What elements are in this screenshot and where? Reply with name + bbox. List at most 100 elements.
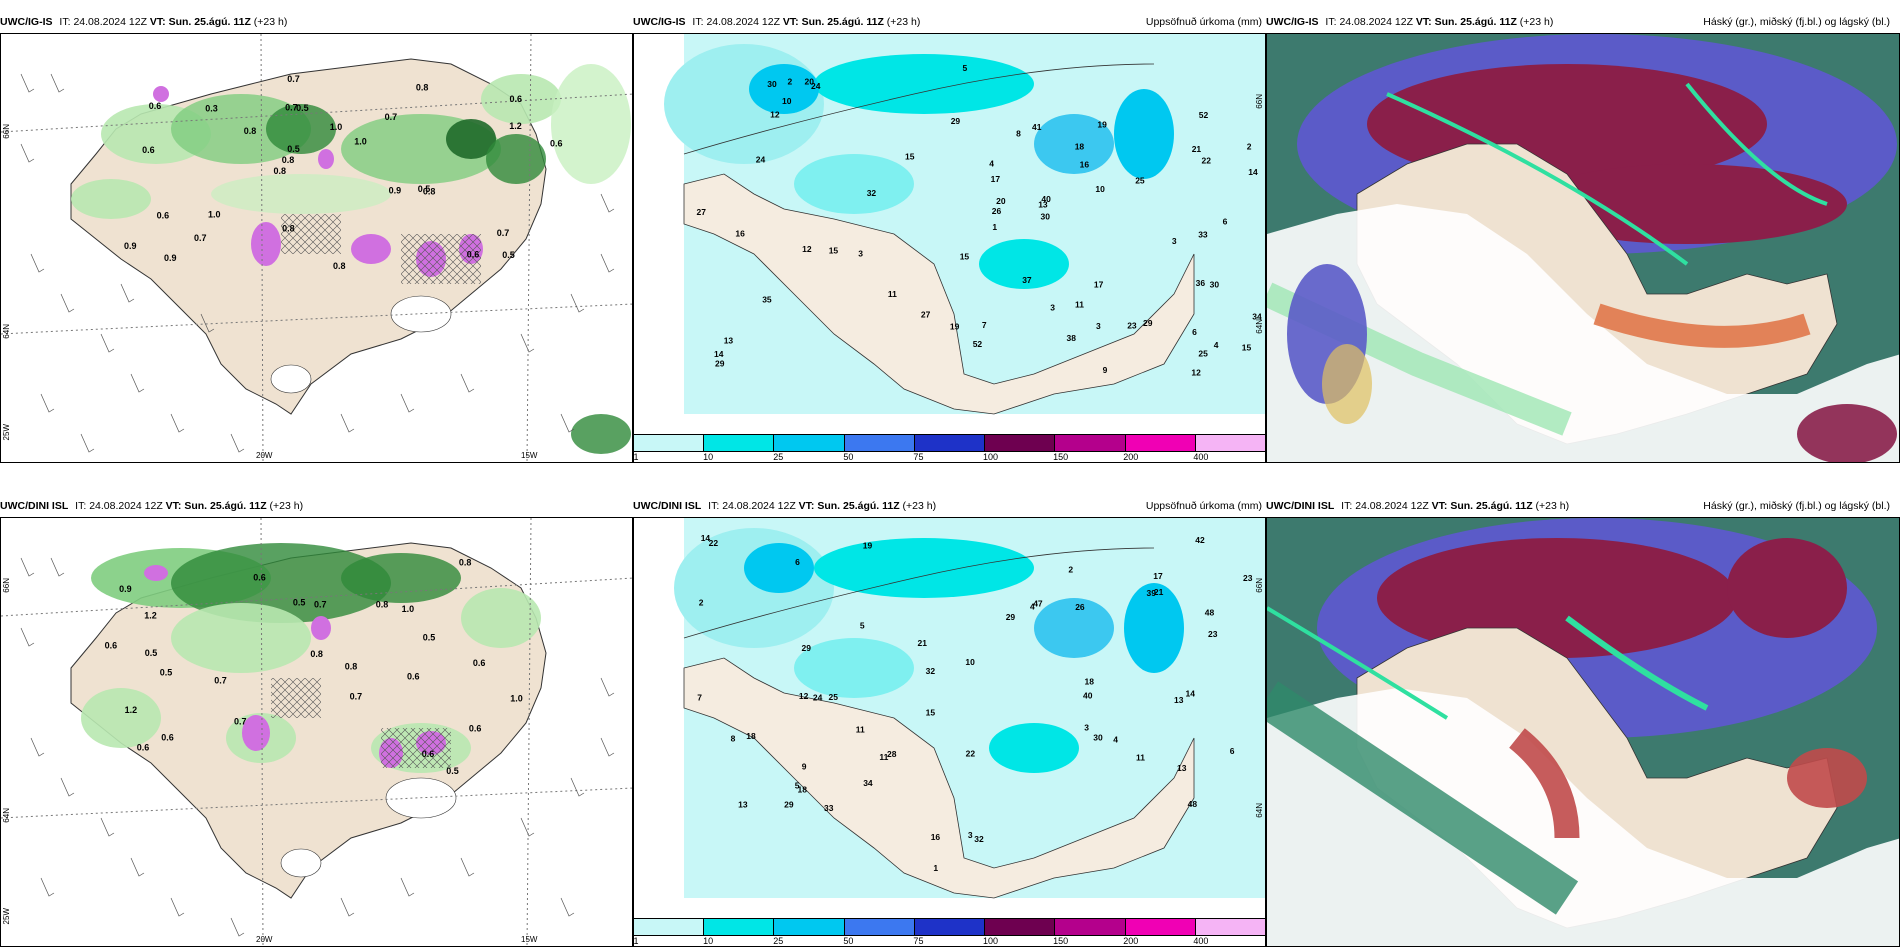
legend-label: 10 bbox=[703, 936, 714, 946]
legend-label: 25 bbox=[773, 936, 784, 946]
map-value-label: 15 bbox=[960, 252, 970, 262]
map-value-label: 16 bbox=[931, 832, 941, 842]
cloud-map-panel-row1 bbox=[1266, 33, 1900, 463]
it-value: 24.08.2024 12Z bbox=[706, 16, 780, 28]
lon-label: 15W bbox=[521, 451, 538, 460]
legend-label: 400 bbox=[1193, 452, 1209, 462]
precip-map-panel-row1: 35 40 36 34 41 29 17 16 30 13 24 37 33 52 30 27 12 21 25 17… bbox=[633, 33, 1266, 463]
legend-swatch bbox=[774, 919, 845, 935]
map-value-label: 27 bbox=[697, 207, 707, 217]
map-value-label: 18 bbox=[1075, 141, 1085, 151]
map-value-label: 0.6 bbox=[422, 749, 435, 759]
map-value-label: 1.0 bbox=[208, 209, 221, 219]
map-value-label: 0.7 bbox=[214, 676, 227, 686]
model-name: UWC/IG-IS bbox=[0, 16, 53, 28]
legend-label: 50 bbox=[843, 936, 854, 946]
map-value-label: 26 bbox=[992, 206, 1002, 216]
map-value-label: 12 bbox=[1191, 368, 1201, 378]
legend-swatch bbox=[1195, 435, 1265, 451]
cloud-map-canvas bbox=[1267, 518, 1899, 946]
map-value-label: 13 bbox=[1177, 763, 1187, 773]
it-value: 24.08.2024 12Z bbox=[89, 500, 163, 512]
vt-label: VT: bbox=[1415, 16, 1432, 28]
map-value-label: 11 bbox=[1136, 752, 1145, 762]
map-value-label: 10 bbox=[1095, 184, 1105, 194]
map-value-label: 11 bbox=[888, 289, 897, 299]
legend-swatch bbox=[985, 919, 1056, 935]
legend-label: 75 bbox=[913, 452, 924, 462]
it-value: 24.08.2024 12Z bbox=[722, 500, 796, 512]
legend-label: 75 bbox=[913, 936, 924, 946]
map-value-label: 29 bbox=[951, 116, 961, 126]
map-value-label: 5 bbox=[860, 620, 865, 630]
map-value-label: 3 bbox=[968, 830, 973, 840]
vt-label: VT: bbox=[798, 500, 815, 512]
map-value-label: 18 bbox=[746, 731, 756, 741]
legend-swatch bbox=[1195, 919, 1265, 935]
legend-swatch bbox=[634, 919, 705, 935]
vt-value: Sun. 25.ágú. 11Z bbox=[817, 500, 900, 512]
map-value-label: 52 bbox=[1199, 110, 1209, 120]
map-value-label: 0.5 bbox=[502, 250, 515, 260]
map-value-label: 12 bbox=[799, 691, 809, 701]
map-value-label: 11 bbox=[856, 725, 865, 735]
map-value-label: 1.2 bbox=[144, 610, 157, 620]
legend-swatch bbox=[844, 435, 915, 451]
map-value-label: 7 bbox=[697, 693, 702, 703]
cloud-map-panel-row2 bbox=[1266, 517, 1900, 947]
map-value-label: 52 bbox=[973, 339, 983, 349]
map-value-label: 0.6 bbox=[105, 640, 118, 650]
map-value-label: 42 bbox=[1195, 535, 1205, 545]
cloud-map-canvas bbox=[1267, 34, 1899, 462]
vt-label: VT: bbox=[782, 16, 799, 28]
map-value-label: 0.7 bbox=[194, 233, 207, 243]
lat-label: 66N bbox=[1255, 94, 1264, 109]
map-value-label: 0.6 bbox=[157, 211, 170, 221]
map-value-label: 30 bbox=[1093, 733, 1103, 743]
map-value-label: 0.8 bbox=[310, 649, 323, 659]
map-value-label: 28 bbox=[887, 749, 897, 759]
map-value-label: 17 bbox=[1153, 571, 1163, 581]
map-value-label: 0.9 bbox=[119, 584, 132, 594]
map-value-label: 13 bbox=[1174, 695, 1184, 705]
map-value-label: 21 bbox=[1192, 144, 1202, 154]
legend-label: 1 bbox=[633, 452, 639, 462]
map-value-label: 0.8 bbox=[282, 224, 295, 234]
map-value-label: 37 bbox=[1022, 275, 1032, 285]
map-value-label: 29 bbox=[715, 359, 725, 369]
panel-header-wind-row1: UWC/IG-IS IT: 24.08.2024 12Z VT: Sun. 25… bbox=[0, 13, 633, 31]
legend-label: 50 bbox=[843, 452, 854, 462]
map-value-label: 2 bbox=[699, 597, 704, 607]
legend-swatch bbox=[914, 435, 986, 451]
map-value-label: 38 bbox=[1067, 333, 1077, 343]
map-value-label: 33 bbox=[824, 803, 834, 813]
vt-label: VT: bbox=[1431, 500, 1448, 512]
map-value-label: 0.5 bbox=[287, 144, 300, 154]
wind-values: 0.50.50.70.90.61.20.60.71.00.5 0.80.60.70… bbox=[105, 557, 523, 775]
map-value-label: 32 bbox=[867, 188, 877, 198]
legend-label: 100 bbox=[983, 452, 999, 462]
map-value-label: 23 bbox=[1127, 321, 1137, 331]
map-value-label: 0.9 bbox=[164, 253, 177, 263]
map-value-label: 23 bbox=[1243, 573, 1253, 583]
map-value-label: 25 bbox=[829, 692, 839, 702]
map-value-label: 10 bbox=[965, 657, 975, 667]
map-value-label: 30 bbox=[767, 79, 777, 89]
map-value-label: 21 bbox=[1154, 587, 1164, 597]
map-value-label: 9 bbox=[802, 762, 807, 772]
legend-swatch bbox=[634, 435, 705, 451]
map-value-label: 29 bbox=[802, 643, 812, 653]
map-value-label: 17 bbox=[991, 174, 1001, 184]
map-value-label: 40 bbox=[1083, 690, 1093, 700]
map-value-label: 24 bbox=[813, 692, 823, 702]
lead-time: (+23 h) bbox=[902, 500, 937, 512]
map-value-label: 22 bbox=[966, 749, 976, 759]
map-value-label: 33 bbox=[1198, 230, 1208, 240]
map-value-label: 3 bbox=[1172, 236, 1177, 246]
map-value-label: 12 bbox=[802, 244, 812, 254]
map-value-label: 41 bbox=[1032, 122, 1042, 132]
map-value-label: 0.7 bbox=[234, 716, 247, 726]
map-value-label: 30 bbox=[1041, 212, 1051, 222]
map-value-label: 0.6 bbox=[467, 250, 480, 260]
map-value-label: 15 bbox=[829, 246, 839, 256]
